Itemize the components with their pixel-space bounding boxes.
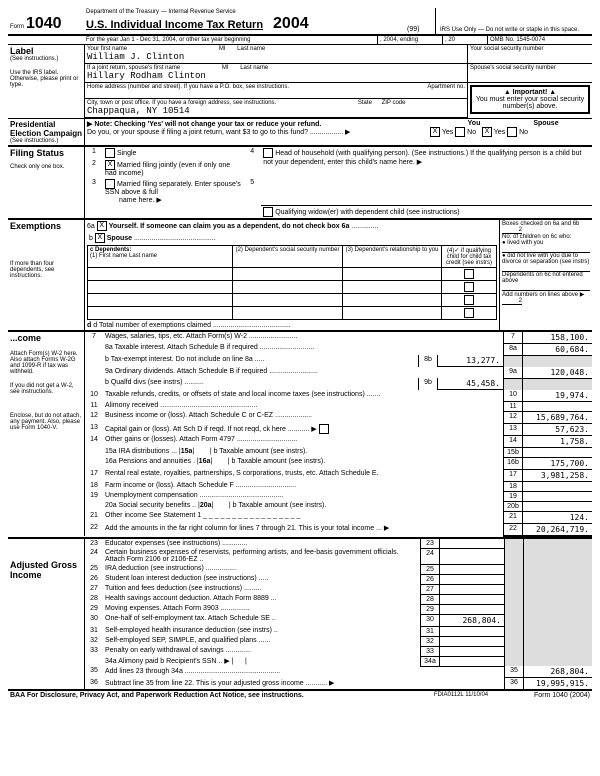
omb: OMB No. 1545-0074 bbox=[488, 35, 593, 44]
agi-section: Adjusted Gross Income 23Educator expense… bbox=[8, 537, 592, 690]
line-16b-amt: 175,700. bbox=[523, 457, 593, 469]
fs-single[interactable] bbox=[105, 148, 115, 158]
line-14-amt: 1,758. bbox=[523, 435, 593, 447]
line-36-amt: 19,995,915. bbox=[524, 678, 593, 690]
line-17-amt: 3,981,258. bbox=[523, 469, 593, 481]
line-22-amt: 20,264,719. bbox=[523, 523, 593, 536]
fs-mfj[interactable]: X bbox=[105, 160, 115, 170]
filing-status-section: Filing Status Check only one box. 1 Sing… bbox=[8, 145, 592, 218]
form-header: Form 1040 Department of the Treasury — I… bbox=[8, 8, 592, 34]
income-section: ...come Attach Form(s) W-2 here. Also at… bbox=[8, 330, 592, 537]
line-7-amt: 158,100. bbox=[523, 331, 593, 344]
irs-use-only: IRS Use Only — Do not write or staple in… bbox=[436, 8, 593, 34]
you-no-checkbox[interactable] bbox=[455, 127, 465, 137]
spouse-no-checkbox[interactable] bbox=[507, 127, 517, 137]
line-10-amt: 19,974. bbox=[523, 390, 593, 402]
line-21-amt: 124. bbox=[523, 511, 593, 523]
important-box: ▲ Important! ▲ You must enter your socia… bbox=[470, 85, 590, 114]
fs-mfs[interactable] bbox=[105, 179, 115, 189]
line-13-amt: 57,623. bbox=[523, 423, 593, 435]
form-number: 1040 bbox=[26, 15, 62, 32]
tax-year: 2004 bbox=[273, 15, 309, 32]
fs-hoh[interactable] bbox=[263, 148, 273, 158]
seq-99: (99) bbox=[405, 8, 436, 34]
line-9b-amt: 45,458. bbox=[438, 378, 504, 390]
year-row: For the year Jan 1 - Dec 31, 2004, or ot… bbox=[8, 34, 592, 44]
line-30-amt: 268,804. bbox=[440, 614, 505, 626]
you-yes-checkbox[interactable]: X bbox=[430, 127, 440, 137]
ex-self[interactable]: X bbox=[97, 221, 107, 231]
taxpayer-name: William J. Clinton bbox=[87, 52, 465, 62]
form-title: U.S. Individual Income Tax Return bbox=[86, 19, 263, 31]
spouse-name: Hillary Rodham Clinton bbox=[87, 71, 465, 81]
line-35-amt: 268,804. bbox=[524, 666, 593, 678]
line-8a-amt: 60,684. bbox=[523, 343, 593, 355]
city-state-zip: Chappaqua, NY 10514 bbox=[87, 106, 465, 116]
label-section: Label (See instructions.) Use the IRS la… bbox=[8, 44, 592, 118]
line-12-amt: 15,689,764. bbox=[523, 411, 593, 423]
fs-qw[interactable] bbox=[263, 207, 273, 217]
dept-line: Department of the Treasury — Internal Re… bbox=[86, 9, 403, 15]
line-9a-amt: 120,048. bbox=[523, 367, 593, 379]
spouse-yes-checkbox[interactable]: X bbox=[482, 127, 492, 137]
presidential-section: Presidential Election Campaign (See inst… bbox=[8, 118, 592, 145]
ex-spouse[interactable]: X bbox=[95, 233, 105, 243]
footer: BAA For Disclosure, Privacy Act, and Pap… bbox=[8, 689, 592, 700]
exemptions-section: Exemptions If more than four dependents,… bbox=[8, 218, 592, 330]
line-8b-amt: 13,277. bbox=[438, 355, 504, 367]
